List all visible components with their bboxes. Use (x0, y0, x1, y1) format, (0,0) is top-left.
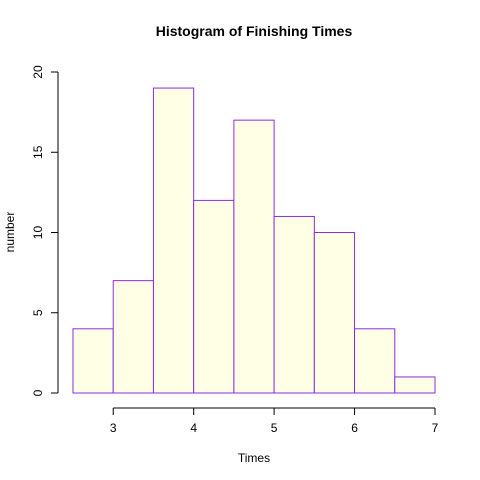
y-tick-label: 20 (31, 65, 45, 79)
histogram-bar-6 (274, 216, 314, 393)
y-tick-label: 15 (31, 145, 45, 159)
histogram-bar-3 (153, 88, 193, 393)
y-axis: 0 5 10 15 20 (31, 65, 58, 396)
x-tick-label: 5 (271, 421, 278, 435)
x-tick-label: 4 (190, 421, 197, 435)
chart-title: Histogram of Finishing Times (156, 23, 353, 39)
x-tick-label: 3 (110, 421, 117, 435)
y-axis-label: number (3, 212, 17, 253)
x-tick-label: 6 (351, 421, 358, 435)
x-axis: 3 4 5 6 7 (110, 408, 439, 435)
histogram-bar-5 (234, 120, 274, 393)
bars-group (73, 88, 435, 393)
histogram-bar-4 (194, 200, 234, 393)
histogram-bar-7 (314, 233, 354, 394)
histogram-bar-1 (73, 329, 113, 393)
x-axis-label: Times (238, 451, 270, 465)
y-tick-label: 10 (31, 226, 45, 240)
x-tick-label: 7 (432, 421, 439, 435)
y-tick-label: 5 (31, 309, 45, 316)
y-tick-label: 0 (31, 389, 45, 396)
histogram-bar-2 (113, 281, 153, 393)
histogram-bar-8 (355, 329, 395, 393)
histogram-bar-9 (395, 377, 435, 393)
